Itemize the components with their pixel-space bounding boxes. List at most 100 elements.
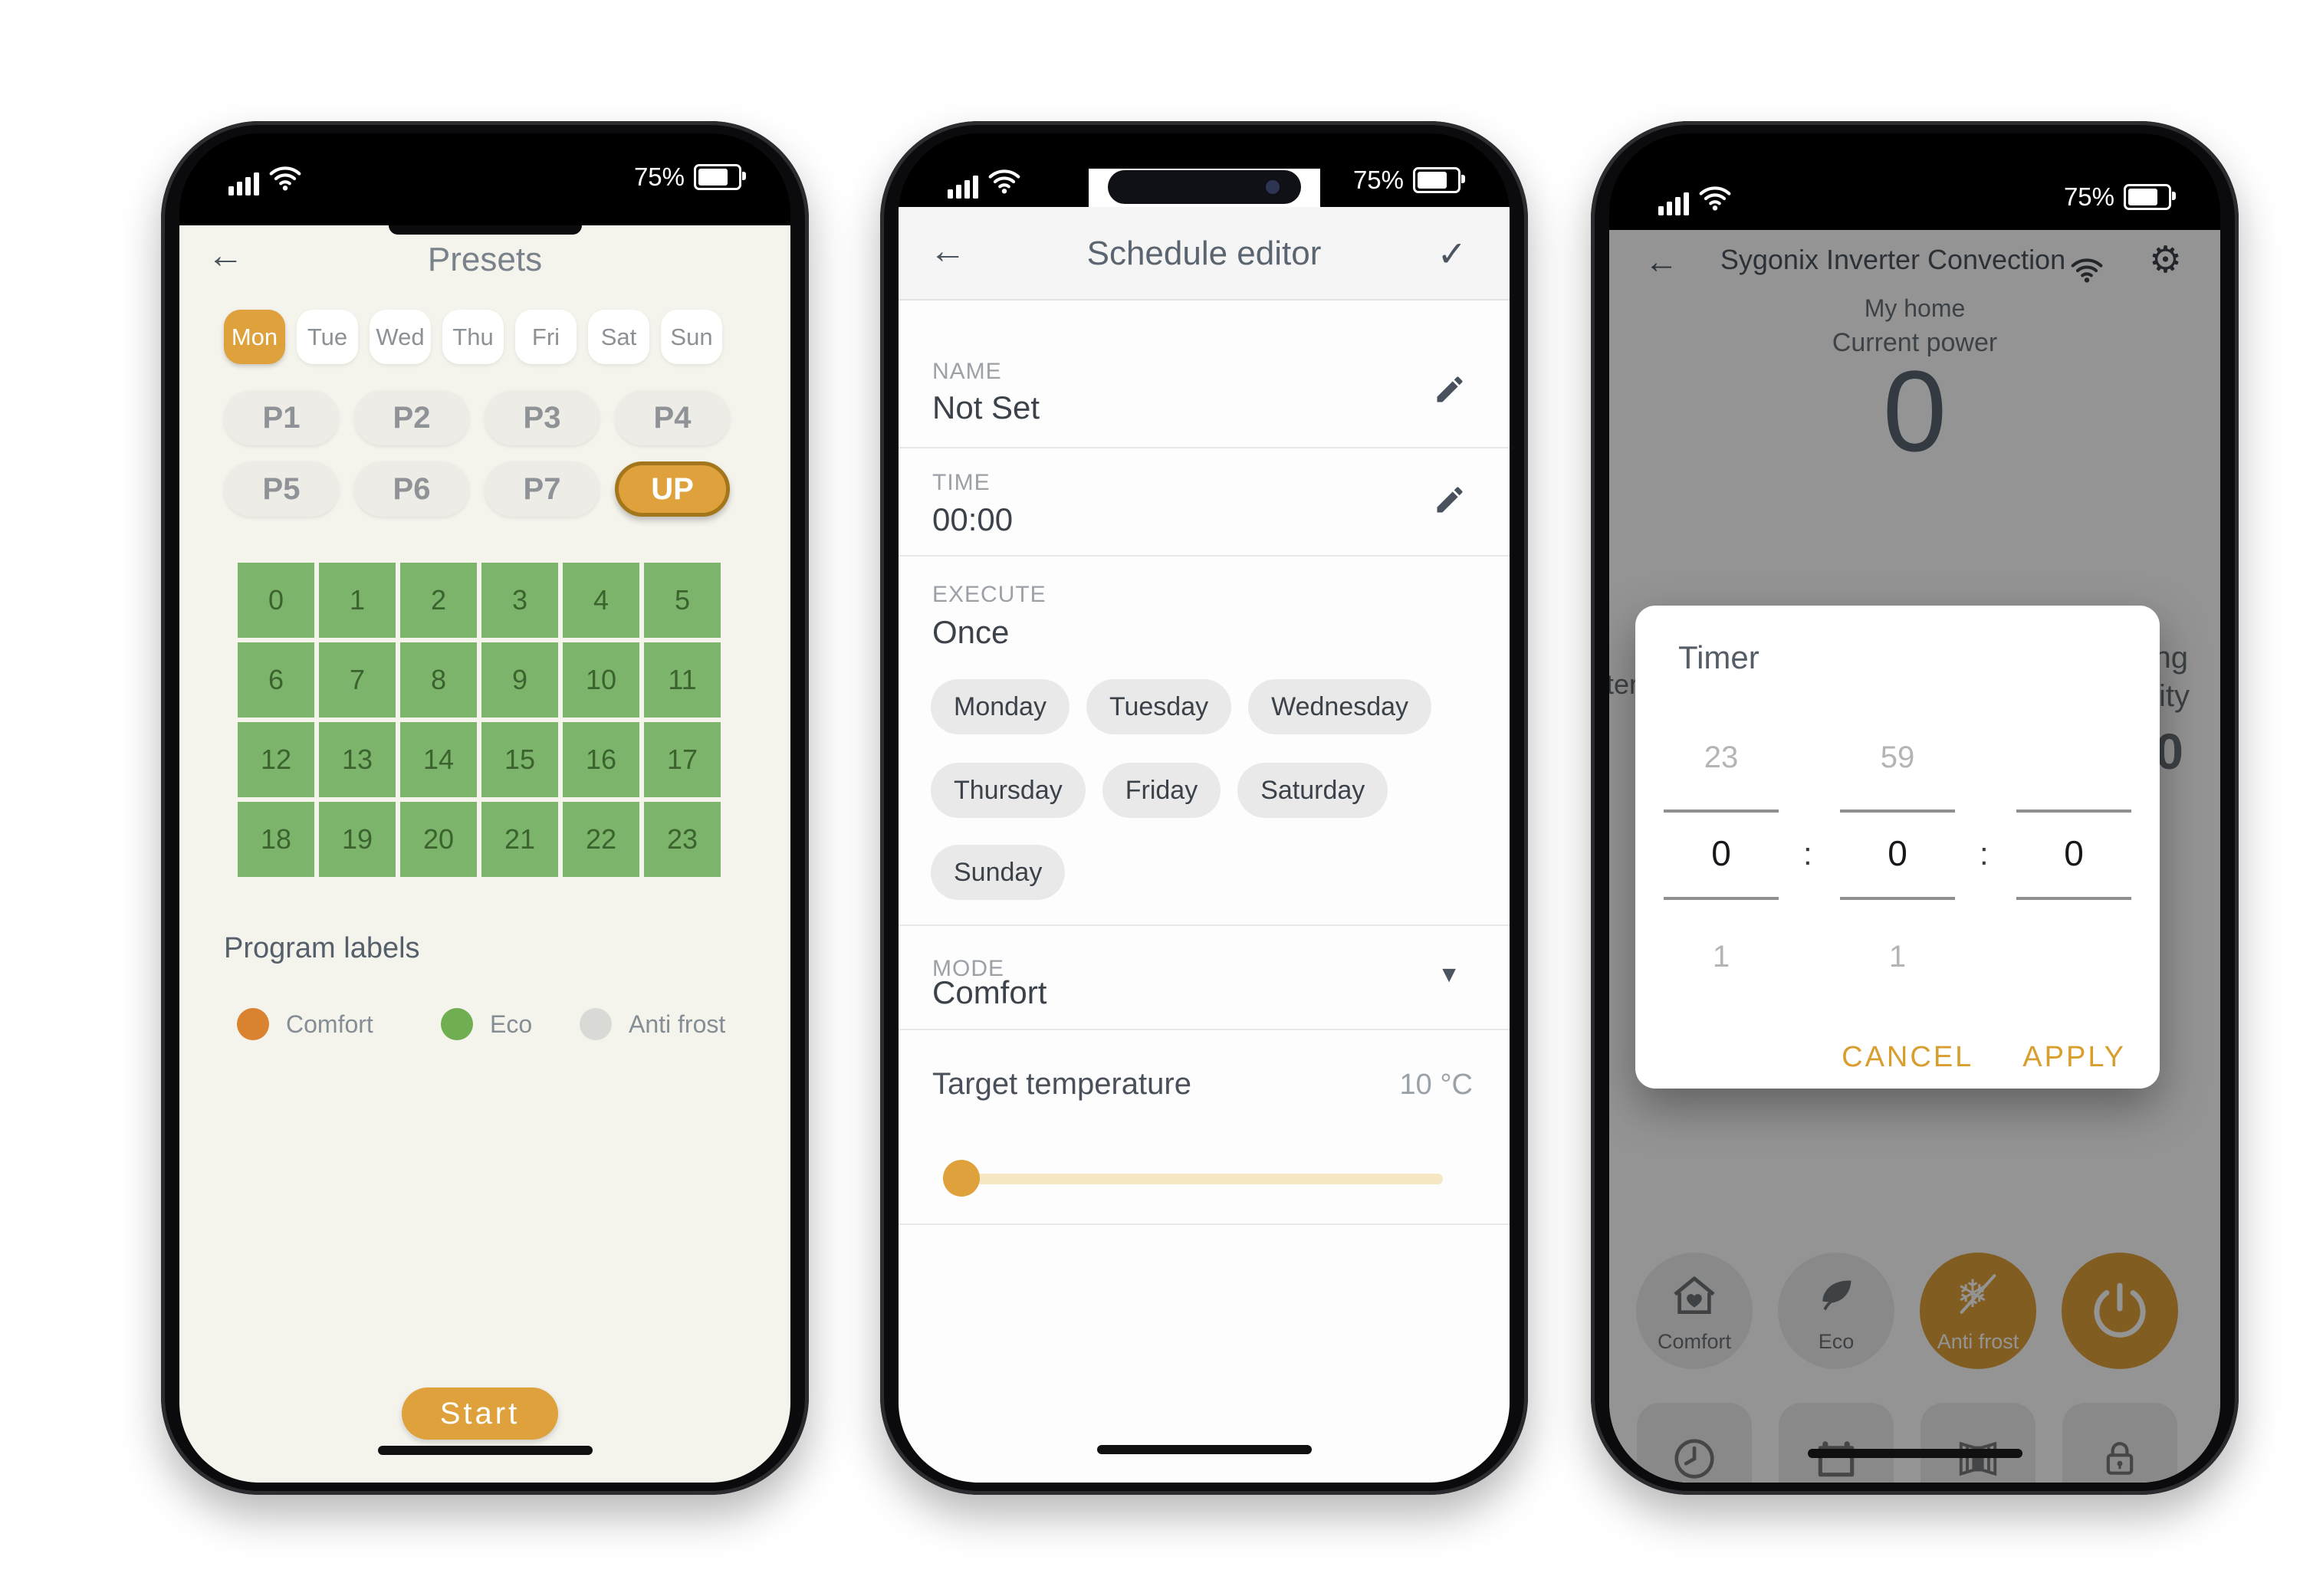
hour-cell-9[interactable]: 9 xyxy=(481,642,558,718)
hour-cell-14[interactable]: 14 xyxy=(400,722,477,797)
hour-cell-23[interactable]: 23 xyxy=(644,802,721,877)
weekday-chip-thursday[interactable]: Thursday xyxy=(931,763,1086,818)
tool-button-clock[interactable] xyxy=(1637,1403,1752,1483)
day-chip-sun[interactable]: Sun xyxy=(661,310,722,364)
chevron-down-icon[interactable]: ▼ xyxy=(1438,962,1460,987)
back-button[interactable]: ← xyxy=(1644,243,1678,281)
lock-icon xyxy=(2098,1437,2141,1483)
hour-cell-3[interactable]: 3 xyxy=(481,563,558,638)
hour-cell-6[interactable]: 6 xyxy=(238,642,314,718)
weekday-chip-tuesday[interactable]: Tuesday xyxy=(1086,679,1232,734)
mode-value[interactable]: Comfort xyxy=(932,974,1047,1010)
weekday-chip-saturday[interactable]: Saturday xyxy=(1237,763,1388,818)
day-selector: Mon Tue Wed Thu Fri Sat Sun xyxy=(224,310,722,364)
picker-value-selected: 0 xyxy=(1888,833,1907,873)
time-label: TIME xyxy=(932,470,991,495)
mode-button-eco[interactable]: Eco xyxy=(1778,1253,1894,1369)
hour-cell-19[interactable]: 19 xyxy=(319,802,396,877)
preset-button-p5[interactable]: P5 xyxy=(224,461,339,517)
day-chip-thu[interactable]: Thu xyxy=(442,310,504,364)
edit-name-icon[interactable] xyxy=(1433,373,1467,410)
picker-line xyxy=(1664,809,1779,813)
preset-button-p2[interactable]: P2 xyxy=(354,390,469,445)
hour-cell-18[interactable]: 18 xyxy=(238,802,314,877)
hour-cell-8[interactable]: 8 xyxy=(400,642,477,718)
divider xyxy=(899,924,1510,926)
preset-button-p4[interactable]: P4 xyxy=(615,390,730,445)
picker-line xyxy=(1664,897,1779,900)
back-button[interactable]: ← xyxy=(207,235,244,276)
colon-separator: : xyxy=(1803,836,1812,872)
tool-button-window[interactable] xyxy=(1921,1403,2036,1483)
phone-schedule-screen: 75% ← Schedule editor ✓ NAME Not Set TIM… xyxy=(899,133,1510,1483)
mode-button-power[interactable] xyxy=(2062,1253,2178,1369)
phone-presets: 75% ← Presets Mon Tue Wed Thu Fri Sat Sun P1 P2… xyxy=(161,121,809,1495)
home-indicator xyxy=(1807,1449,2022,1458)
weekday-chip-friday[interactable]: Friday xyxy=(1102,763,1221,818)
cancel-button[interactable]: CANCEL xyxy=(1842,1041,1974,1073)
mode-button-comfort[interactable]: Comfort xyxy=(1636,1253,1753,1369)
confirm-icon[interactable]: ✓ xyxy=(1437,234,1467,274)
hour-cell-20[interactable]: 20 xyxy=(400,802,477,877)
hour-cell-16[interactable]: 16 xyxy=(563,722,639,797)
timer-picker-hours[interactable]: 23 0 1 xyxy=(1664,606,1779,1004)
day-chip-mon[interactable]: Mon xyxy=(224,310,285,364)
mode-button-label: Anti frost xyxy=(1937,1330,2019,1353)
picker-value-selected: 0 xyxy=(2064,833,2084,873)
timer-picker-seconds[interactable]: 0 xyxy=(2016,606,2131,1004)
preset-button-p1[interactable]: P1 xyxy=(224,390,339,445)
hour-cell-0[interactable]: 0 xyxy=(238,563,314,638)
preset-button-p3[interactable]: P3 xyxy=(485,390,600,445)
weekday-chip-sunday[interactable]: Sunday xyxy=(931,845,1066,900)
legend-dot xyxy=(580,1008,612,1040)
battery-icon xyxy=(2124,184,2176,210)
home-name: My home xyxy=(1864,294,1966,322)
hour-cell-2[interactable]: 2 xyxy=(400,563,477,638)
signal-icon xyxy=(948,176,978,199)
legend-dot xyxy=(237,1008,269,1040)
preset-row-2: P5 P6 P7 UP xyxy=(224,461,730,517)
colon-separator: : xyxy=(1980,836,1989,872)
gear-icon[interactable]: ⚙ xyxy=(2148,240,2182,281)
hour-cell-7[interactable]: 7 xyxy=(319,642,396,718)
mode-button-anti-frost[interactable]: ❄ Anti frost xyxy=(1920,1253,2036,1369)
edit-time-icon[interactable] xyxy=(1433,483,1467,521)
preset-button-p7[interactable]: P7 xyxy=(485,461,600,517)
hour-cell-17[interactable]: 17 xyxy=(644,722,721,797)
day-chip-fri[interactable]: Fri xyxy=(515,310,577,364)
preset-button-up[interactable]: UP xyxy=(615,461,730,517)
day-chip-sat[interactable]: Sat xyxy=(588,310,649,364)
hour-cell-1[interactable]: 1 xyxy=(319,563,396,638)
hour-cell-4[interactable]: 4 xyxy=(563,563,639,638)
day-chip-wed[interactable]: Wed xyxy=(370,310,431,364)
apply-button[interactable]: APPLY xyxy=(2022,1041,2126,1073)
back-button[interactable]: ← xyxy=(929,231,966,271)
temperature-slider-thumb[interactable] xyxy=(943,1160,980,1197)
hour-cell-22[interactable]: 22 xyxy=(563,802,639,877)
weekday-chip-wednesday[interactable]: Wednesday xyxy=(1248,679,1432,734)
start-button[interactable]: Start xyxy=(402,1387,558,1440)
hour-cell-13[interactable]: 13 xyxy=(319,722,396,797)
weekday-chip-monday[interactable]: Monday xyxy=(931,679,1070,734)
name-label: NAME xyxy=(932,359,1002,384)
tool-button-lock[interactable] xyxy=(2062,1403,2177,1483)
divider xyxy=(899,555,1510,557)
preset-button-p6[interactable]: P6 xyxy=(354,461,469,517)
execute-label: EXECUTE xyxy=(932,582,1046,607)
timer-picker-minutes[interactable]: 59 0 1 xyxy=(1840,606,1955,1004)
camera-icon xyxy=(1265,180,1280,194)
home-indicator xyxy=(377,1446,593,1455)
program-labels-title: Program labels xyxy=(224,932,420,964)
hour-cell-11[interactable]: 11 xyxy=(644,642,721,718)
day-chip-tue[interactable]: Tue xyxy=(297,310,358,364)
legend-label: Anti frost xyxy=(629,1010,726,1038)
occluded-value-right: 0 xyxy=(2155,723,2183,780)
execute-value: Once xyxy=(932,614,1010,650)
hour-cell-12[interactable]: 12 xyxy=(238,722,314,797)
temperature-slider-track[interactable] xyxy=(952,1174,1443,1184)
picker-value-above: 23 xyxy=(1704,741,1739,774)
hour-cell-5[interactable]: 5 xyxy=(644,563,721,638)
hour-cell-15[interactable]: 15 xyxy=(481,722,558,797)
hour-cell-10[interactable]: 10 xyxy=(563,642,639,718)
hour-cell-21[interactable]: 21 xyxy=(481,802,558,877)
